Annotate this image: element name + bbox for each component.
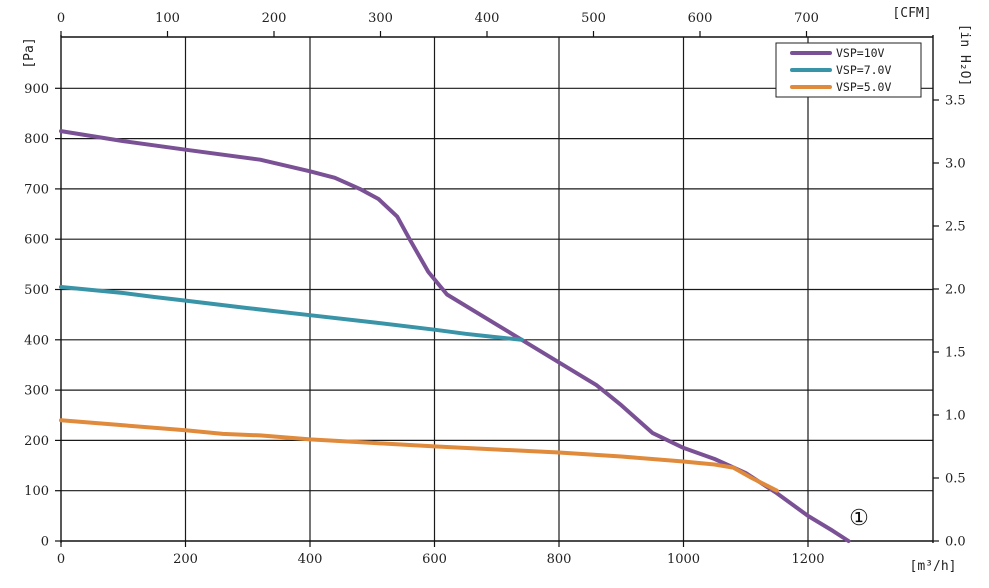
- x-bottom-tick-label: 0: [57, 552, 65, 567]
- x-top-tick-label: 400: [475, 11, 500, 26]
- x-top-tick-label: 500: [581, 11, 606, 26]
- y-left-tick-label: 800: [24, 132, 49, 147]
- y-right-tick-label: 1.0: [945, 409, 966, 424]
- series-line-1: [59, 129, 851, 543]
- x-bottom-tick-label: 600: [422, 552, 447, 567]
- y-right-tick-label: 0.5: [945, 472, 966, 487]
- y-right-tick-label: 0.0: [945, 535, 966, 550]
- x-top-tick-label: 300: [368, 11, 393, 26]
- x-axis-top-label: [CFM]: [892, 6, 931, 21]
- y-left-tick-label: 100: [24, 484, 49, 499]
- legend-label-1: VSP=10V: [836, 46, 885, 60]
- y-left-tick-label: 200: [24, 434, 49, 449]
- x-top-tick-label: 200: [262, 11, 287, 26]
- series-line-3: [59, 418, 779, 493]
- y-left-tick-label: 500: [24, 283, 49, 298]
- y-left-tick-label: 300: [24, 384, 49, 399]
- series-line-2: [59, 285, 524, 342]
- x-axis-bottom-label: [m³/h]: [910, 559, 957, 574]
- x-top-tick-label: 0: [57, 11, 65, 26]
- x-top-tick-label: 100: [155, 11, 180, 26]
- legend: VSP=10V VSP=7.0V VSP=5.0V: [775, 42, 922, 98]
- annotation-marker-1: ①: [849, 506, 869, 531]
- y-axis-left-label: [Pa]: [22, 37, 37, 68]
- x-top-tick-label: 700: [794, 11, 819, 26]
- y-right-tick-label: 2.5: [945, 220, 966, 235]
- legend-label-2: VSP=7.0V: [836, 63, 891, 77]
- grid: [61, 37, 933, 541]
- x-bottom-tick-label: 800: [547, 552, 572, 567]
- x-bottom-tick-label: 1200: [791, 552, 824, 567]
- labels: 0 100 200 300 400 500 600 700 800 900 0 200 400 600 80…: [22, 6, 972, 574]
- y-left-tick-label: 900: [24, 82, 49, 97]
- y-right-tick-label: 3.5: [945, 94, 966, 109]
- y-right-tick-label: 3.0: [945, 157, 966, 172]
- y-left-tick-label: 600: [24, 233, 49, 248]
- legend-label-3: VSP=5.0V: [836, 80, 891, 94]
- y-right-tick-label: 2.0: [945, 283, 966, 298]
- x-bottom-tick-label: 200: [173, 552, 198, 567]
- y-right-tick-label: 1.5: [945, 346, 966, 361]
- x-bottom-tick-label: 400: [298, 552, 323, 567]
- series: [59, 129, 851, 543]
- y-left-tick-label: 0: [41, 535, 49, 550]
- x-bottom-tick-label: 1000: [667, 552, 700, 567]
- x-top-tick-label: 600: [688, 11, 713, 26]
- y-left-tick-label: 400: [24, 333, 49, 348]
- y-axis-right-label: [in H₂O]: [957, 24, 972, 87]
- y-left-tick-label: 700: [24, 182, 49, 197]
